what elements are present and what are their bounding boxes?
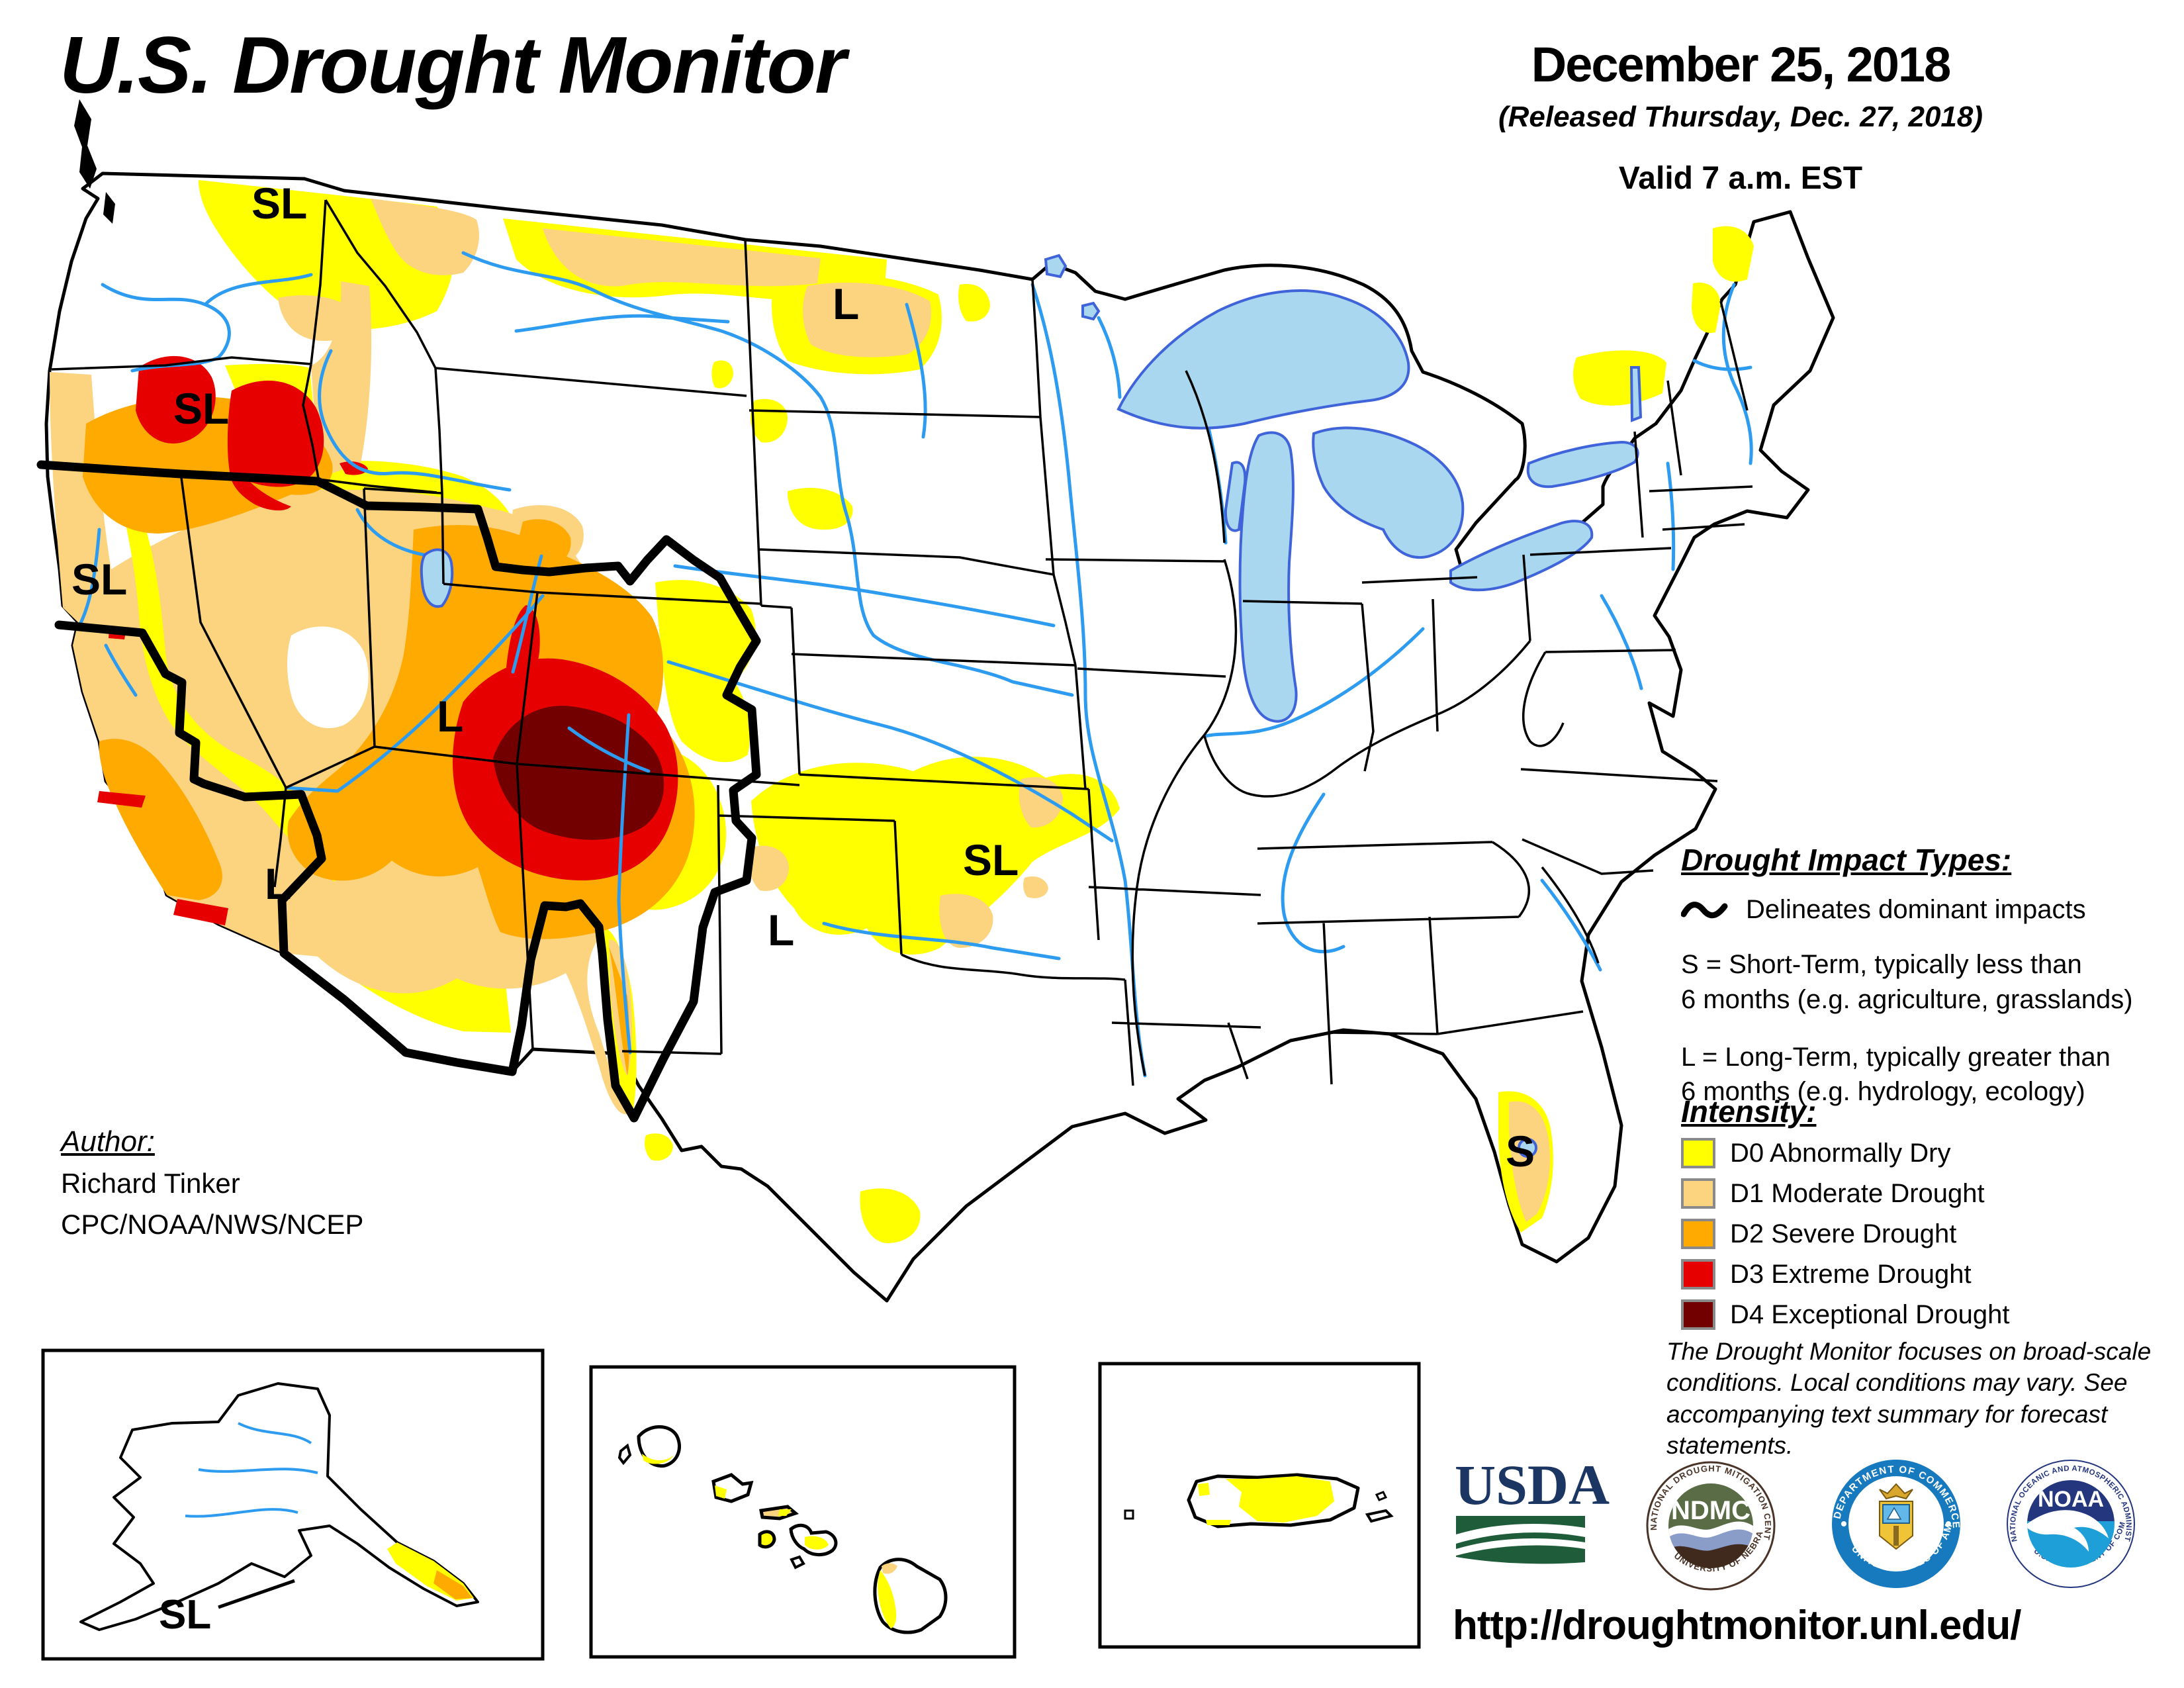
impact-label-oregon: SL xyxy=(173,384,229,433)
impact-label-alaska: SL xyxy=(159,1592,211,1638)
impact-boundary-line xyxy=(36,460,761,1123)
noaa-gull xyxy=(2027,1510,2109,1552)
delineates-label: Delineates dominant impacts xyxy=(1746,895,2086,924)
big-island-d0 xyxy=(878,1570,897,1628)
great-salt-lake xyxy=(420,548,454,608)
d0-label: D0 Abnormally Dry xyxy=(1730,1138,1951,1168)
d4-label: D4 Exceptional Drought xyxy=(1730,1299,2010,1329)
drought-d4-area xyxy=(493,706,664,840)
d3-swatch xyxy=(1681,1259,1715,1289)
lake-huron xyxy=(1312,426,1465,559)
impact-label-southern-california: L xyxy=(265,859,291,908)
state-borders xyxy=(46,199,1753,1086)
logo-row: USDA NATIONAL DROUGHT MITIGATION CENTER xyxy=(1449,1450,2135,1591)
long-term-line2: 6 months (e.g. hydrology, ecology) xyxy=(1681,1077,2085,1107)
date-block: December 25, 2018 (Released Thursday, De… xyxy=(1443,36,2038,197)
author-block: Author: Richard Tinker CPC/NOAA/NWS/NCEP xyxy=(61,1125,458,1241)
hawaii-inset xyxy=(589,1365,1017,1659)
short-term-line2: 6 months (e.g. agriculture, grasslands) xyxy=(1681,984,2133,1014)
legend-row-d4: D4 Exceptional Drought xyxy=(1681,1298,2184,1331)
usda-logo: USDA xyxy=(1455,1453,1610,1564)
lakes xyxy=(420,254,1643,1158)
impact-label-florida: S xyxy=(1506,1127,1535,1176)
short-term-line1: S = Short-Term, typically less than xyxy=(1681,950,2082,979)
author-name: Richard Tinker xyxy=(61,1168,240,1199)
niihau xyxy=(617,1443,632,1466)
map-date: December 25, 2018 xyxy=(1531,37,1951,92)
mona xyxy=(1124,1509,1134,1520)
vieques xyxy=(1365,1509,1394,1523)
release-date: (Released Thursday, Dec. 27, 2018) xyxy=(1498,101,1983,133)
impact-types-heading: Drought Impact Types: xyxy=(1681,843,2012,877)
legend-row-d1: D1 Moderate Drought xyxy=(1681,1177,2184,1210)
d4-swatch xyxy=(1681,1299,1715,1330)
lake-erie xyxy=(1449,520,1594,592)
usda-wordmark: USDA xyxy=(1455,1453,1610,1517)
puerto-rico-d0 xyxy=(1198,1476,1334,1525)
lake-okeechobee xyxy=(1517,1138,1538,1158)
kahoolawe xyxy=(790,1555,805,1570)
nw-islands xyxy=(74,99,115,224)
alaska-outline xyxy=(79,1382,479,1631)
impact-label-utah: L xyxy=(437,692,463,741)
impact-label-washington: SL xyxy=(251,179,307,228)
intensity-legend: Intensity: D0 Abnormally Dry D1 Moderate… xyxy=(1681,1094,2184,1331)
lake-ontario xyxy=(1526,440,1639,489)
alaska-label-pointer xyxy=(218,1579,295,1609)
culebra xyxy=(1375,1491,1388,1501)
impact-label-northern-california: SL xyxy=(71,555,127,604)
green-bay xyxy=(1224,461,1247,532)
impact-label-kansas-missouri: SL xyxy=(963,835,1019,884)
ndmc-wordmark: NDMC xyxy=(1671,1496,1751,1525)
legend-row-d2: D2 Severe Drought xyxy=(1681,1217,2184,1250)
puerto-rico-inset xyxy=(1098,1362,1421,1649)
noaa-wordmark: NOAA xyxy=(2038,1487,2104,1512)
kauai-d0 xyxy=(642,1454,674,1464)
lake-superior xyxy=(1116,289,1410,430)
long-term-line1: L = Long-Term, typically greater than xyxy=(1681,1042,2111,1072)
lake-of-the-woods xyxy=(1044,254,1068,279)
alaska-inset: SL xyxy=(41,1348,545,1661)
impact-types-legend: Drought Impact Types: Delineates dominan… xyxy=(1681,842,2184,1109)
lanai xyxy=(758,1530,776,1549)
d2-label: D2 Severe Drought xyxy=(1730,1219,1957,1248)
author-heading: Author: xyxy=(61,1125,155,1158)
molokai-d0 xyxy=(778,1509,792,1516)
doc-eagle xyxy=(1879,1483,1913,1500)
d1-label: D1 Moderate Drought xyxy=(1730,1178,1985,1208)
impact-label-north-dakota: L xyxy=(833,279,859,328)
d1-swatch xyxy=(1681,1178,1715,1209)
conus-map: SL L SL SL L L SL L S xyxy=(36,99,1835,1303)
d0-swatch xyxy=(1681,1138,1715,1168)
impact-label-texas-panhandle: L xyxy=(768,906,794,955)
page-title: U.S. Drought Monitor xyxy=(60,20,846,110)
legend-row-d0: D0 Abnormally Dry xyxy=(1681,1137,2184,1170)
lake-champlain xyxy=(1629,366,1643,422)
big-island-d1 xyxy=(882,1563,897,1574)
intensity-heading: Intensity: xyxy=(1681,1094,1817,1129)
lake-michigan xyxy=(1238,431,1298,723)
author-org: CPC/NOAA/NWS/NCEP xyxy=(61,1209,364,1240)
d2-swatch xyxy=(1681,1219,1715,1249)
nv-no-drought-hole xyxy=(287,626,369,728)
mn-lakes xyxy=(1081,301,1101,321)
impact-boundary-glyph xyxy=(1681,901,1728,918)
valid-time: Valid 7 a.m. EST xyxy=(1618,161,1863,196)
droughtmonitor-url[interactable]: http://droughtmonitor.unl.edu/ xyxy=(1453,1603,2021,1648)
maui-d0 xyxy=(805,1536,829,1550)
oahu-d0 xyxy=(715,1485,727,1499)
disclaimer-text: The Drought Monitor focuses on broad-sca… xyxy=(1666,1338,2152,1460)
legend-row-d3: D3 Extreme Drought xyxy=(1681,1258,2184,1291)
alaska-panhandle-d2 xyxy=(433,1570,473,1599)
d3-label: D3 Extreme Drought xyxy=(1730,1259,1972,1289)
